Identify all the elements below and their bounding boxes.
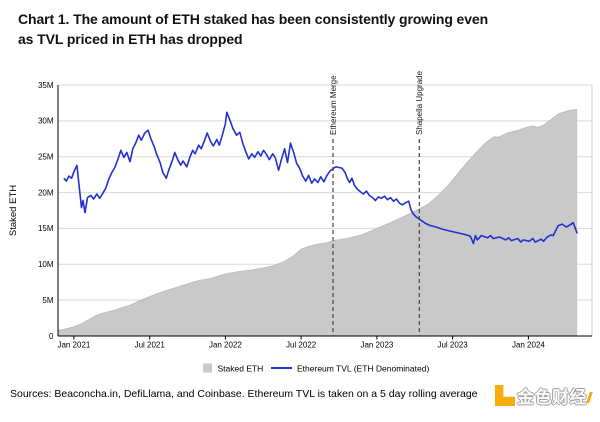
x-tick-label: Jan 2024 (512, 341, 545, 350)
event-label: Shapella Upgrade (415, 70, 424, 135)
chart-title-line-2: as TVL priced in ETH has dropped (18, 31, 243, 47)
legend-label-tvl: Ethereum TVL (ETH Denominated) (297, 364, 429, 374)
y-tick-label: 25M (38, 153, 54, 162)
y-tick-label: 30M (38, 117, 54, 126)
watermark: 金色财经 (495, 383, 591, 408)
y-tick-label: 35M (38, 81, 54, 90)
staked-eth-area (58, 109, 578, 337)
x-tick-label: Jul 2022 (286, 341, 317, 350)
event-label: Ethereum Merge (329, 75, 338, 135)
x-tick-labels: Jan 2021 Jul 2021 Jan 2022 Jul 2022 Jan 2023… (57, 336, 545, 350)
y-tick-label: 10M (38, 260, 54, 269)
staked-eth-area-edge (57, 109, 578, 331)
source-note: Sources: Beaconcha.in, DefiLlama, and Co… (10, 388, 478, 400)
x-tick-label: Jan 2023 (360, 341, 393, 350)
watermark-logo-icon (495, 385, 515, 406)
x-tick-label: Jul 2021 (135, 341, 166, 350)
y-tick-label: 5M (42, 296, 53, 305)
legend-swatch-staked-eth (203, 363, 212, 373)
x-tick-label: Jan 2022 (209, 341, 242, 350)
x-tick-label: Jan 2021 (57, 341, 90, 350)
chart-title: Chart 1. The amount of ETH staked has be… (18, 9, 596, 49)
tvl-line (63, 111, 578, 245)
y-tick-labels: 0 5M 10M 15M 20M 25M 30M 35M (38, 81, 54, 341)
y-tick-label: 0 (49, 332, 54, 341)
legend-label-staked-eth: Staked ETH (218, 364, 264, 374)
y-tick-label: 20M (38, 188, 54, 197)
chart-title-line-1: Chart 1. The amount of ETH staked has be… (18, 11, 489, 27)
legend: Staked ETH Ethereum TVL (ETH Denominated) (203, 363, 429, 374)
y-tick-label: 15M (38, 224, 54, 233)
watermark-text: 金色财经 (517, 383, 591, 408)
x-tick-label: Jul 2023 (437, 341, 468, 350)
y-axis-title: Staked ETH (8, 185, 19, 236)
